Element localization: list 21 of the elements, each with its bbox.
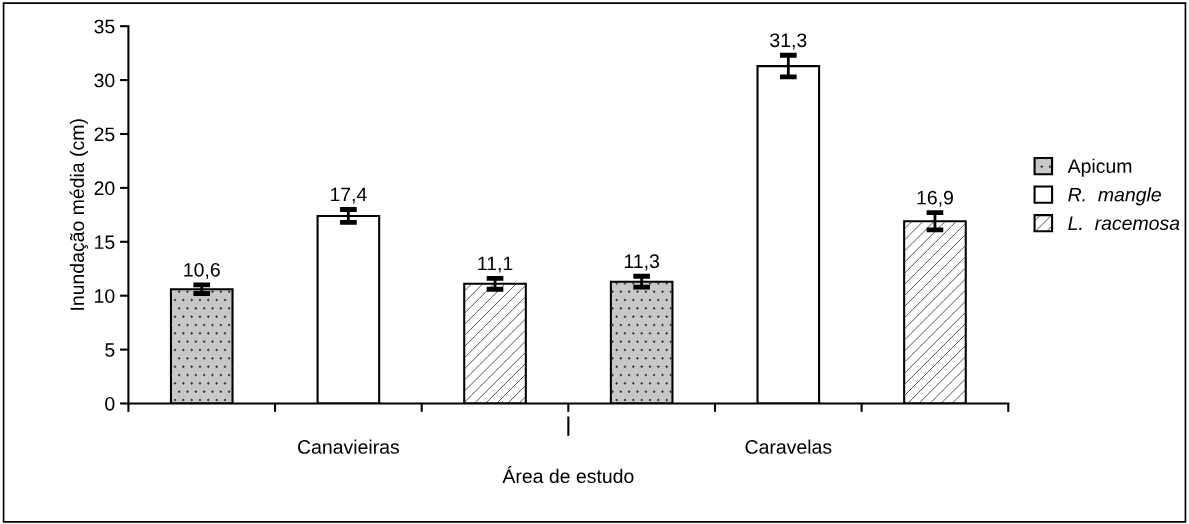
legend-label: Apicum	[1067, 158, 1132, 177]
data-label: 11,1	[478, 256, 513, 273]
data-label: 16,9	[917, 190, 953, 207]
data-label: 17,4	[330, 187, 367, 204]
data-label: 11,3	[624, 254, 660, 271]
y-tick-label: 20	[94, 181, 115, 196]
y-tick-label: 25	[94, 127, 115, 142]
y-tick-label: 5	[105, 343, 115, 357]
data-label: 31,3	[770, 33, 807, 50]
y-tick-label: 10	[95, 289, 115, 303]
x-tick-label: Caravelas	[745, 439, 832, 454]
legend-label: R. mangle	[1068, 187, 1161, 206]
y-tick-label: 15	[95, 235, 115, 250]
data-label: 10,6	[184, 262, 220, 280]
y-tick-label: 0	[105, 396, 115, 411]
x-tick-label: Canavieiras	[298, 439, 400, 454]
y-tick-label: 30	[94, 73, 115, 88]
y-tick-label: 35	[94, 19, 115, 34]
y-axis-title: Inundação média (cm)	[69, 119, 89, 310]
legend-label: L. racemosa	[1068, 216, 1180, 231]
x-axis-title: Área de estudo	[502, 466, 634, 484]
